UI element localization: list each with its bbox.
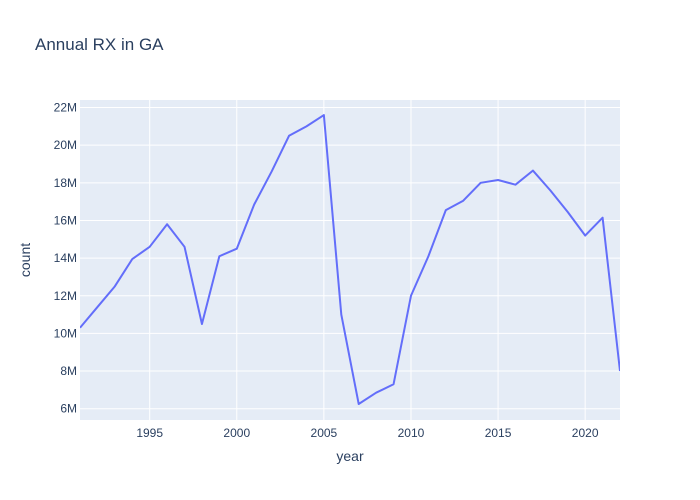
y-axis-title: count — [17, 243, 33, 277]
y-tick-label: 10M — [54, 326, 77, 340]
y-tick-label: 22M — [54, 101, 77, 115]
series-line — [80, 114, 620, 405]
x-tick-label: 1995 — [136, 426, 163, 440]
y-tick-label: 18M — [54, 176, 77, 190]
y-axis-ticks: 6M 8M 10M 12M 14M 16M 18M 20M 22M — [54, 101, 77, 416]
x-tick-label: 2010 — [398, 426, 425, 440]
y-tick-label: 20M — [54, 138, 77, 152]
x-axis-title: year — [336, 448, 364, 464]
x-gridlines — [149, 100, 586, 420]
y-gridlines — [80, 107, 620, 410]
x-tick-label: 2005 — [311, 426, 338, 440]
x-tick-label: 2020 — [572, 426, 599, 440]
x-tick-label: 2015 — [485, 426, 512, 440]
y-tick-label: 8M — [60, 364, 77, 378]
y-tick-label: 6M — [60, 402, 77, 416]
y-tick-label: 12M — [54, 289, 77, 303]
x-tick-label: 2000 — [223, 426, 250, 440]
chart-title: Annual RX in GA — [35, 35, 164, 54]
x-axis-ticks: 1995 2000 2005 2010 2015 2020 — [136, 426, 599, 440]
plot-area — [80, 100, 620, 420]
series-layer — [80, 114, 620, 405]
y-tick-label: 14M — [54, 251, 77, 265]
y-tick-label: 16M — [54, 213, 77, 227]
